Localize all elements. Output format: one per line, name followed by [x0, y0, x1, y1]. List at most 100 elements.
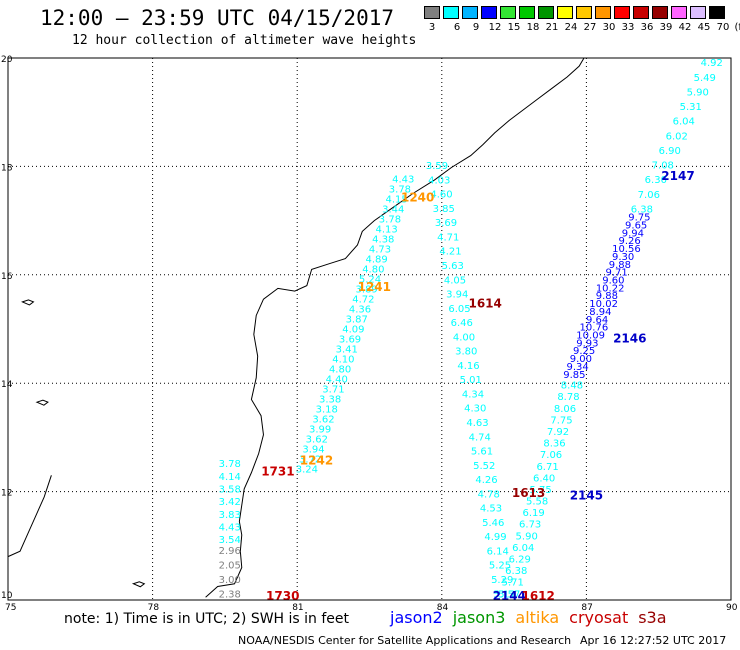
island-outline: [131, 581, 146, 588]
swh-value: 3.00: [219, 575, 241, 586]
pass-number-label: 2145: [570, 489, 603, 503]
swh-value: 3.94: [446, 290, 468, 301]
lat-tick-label: 18: [1, 163, 13, 173]
swh-value: 5.24: [359, 275, 381, 286]
swh-value: 3.44: [382, 205, 404, 216]
scale-label: 39: [659, 22, 673, 33]
scale-label: 36: [640, 22, 654, 33]
swh-value: 6.30: [645, 175, 667, 186]
swh-value: 9.93: [576, 338, 598, 349]
swh-value: 6.04: [512, 543, 534, 554]
swh-value: 9.94: [622, 228, 644, 239]
track-cryosat-west-grey: 2.96 2.05 3.00 2.38: [219, 546, 241, 600]
swh-value: 4.60: [430, 190, 452, 201]
swh-value: 7.06: [540, 450, 562, 461]
swh-value: 3.18: [316, 405, 338, 416]
scale-unit: (ft): [734, 22, 740, 33]
scale-label: 24: [564, 22, 578, 33]
swh-value: 5.90: [687, 87, 709, 98]
track-jason2-east-lower: 8.488.788.067.757.928.367.066.716.405.75…: [498, 381, 583, 601]
swh-value: 5.90: [516, 531, 538, 542]
swh-value: 9.60: [602, 275, 624, 286]
swh-value: 8.78: [557, 392, 579, 403]
scale-swatch: [690, 6, 706, 19]
swh-value: 4.71: [437, 232, 459, 243]
satellite-legend: jason2 jason3 altika cryosat s3a: [390, 608, 677, 627]
swh-value: 7.08: [652, 161, 674, 172]
india-east-coast: [205, 57, 585, 598]
swh-value: 6.38: [631, 204, 653, 215]
island-outline: [21, 299, 35, 306]
swh-value: 8.06: [554, 404, 576, 415]
satellite-legend-item: jason3: [452, 608, 506, 627]
lat-tick-label: 10: [1, 591, 13, 601]
satellite-legend-item: jason2: [390, 608, 443, 627]
swh-value: 5.63: [442, 261, 464, 272]
swh-value: 4.40: [326, 375, 348, 386]
scale-label: 12: [488, 22, 502, 33]
scale-label: 9: [472, 22, 480, 33]
swh-value: 2.38: [219, 589, 241, 600]
scale-swatch: [595, 6, 611, 19]
scale-swatch: [557, 6, 573, 19]
scale-label: 21: [545, 22, 559, 33]
swh-value: 9.26: [619, 236, 641, 247]
track-jason2-east: 4.92 5.49 5.90 5.31 6.04 6.02 6.90 7.08 6.30 7.06…: [631, 58, 723, 215]
swh-value: 3.58: [219, 485, 241, 496]
swh-value: 3.85: [433, 204, 455, 215]
scale-swatch: [519, 6, 535, 19]
scale-swatch: [614, 6, 630, 19]
axis-tick-labels: 75 78 81 84 87 90 10 12 14 16 18 20: [1, 55, 738, 613]
credit-line: NOAA/NESDIS Center for Satellite Applica…: [238, 634, 572, 647]
swh-value: 6.05: [448, 304, 470, 315]
swh-value: 4.43: [392, 175, 414, 186]
swh-value: 5.29: [491, 575, 513, 586]
swh-value: 8.48: [561, 381, 583, 392]
swh-value: 3.69: [339, 335, 361, 346]
satellite-legend-item: cryosat: [569, 608, 629, 627]
swh-value: 9.25: [573, 346, 595, 357]
swh-value: 9.75: [628, 213, 650, 224]
swh-value: 4.26: [475, 475, 497, 486]
swh-value: 9.64: [586, 315, 608, 326]
swh-value: 9.34: [566, 362, 588, 373]
swh-value: 10.02: [589, 299, 618, 310]
swh-value: 5.75: [529, 485, 551, 496]
swh-value: 6.90: [659, 146, 681, 157]
pass-number-label: 1242: [300, 454, 333, 468]
scale-swatch: [481, 6, 497, 19]
swh-value: 3.78: [379, 215, 401, 226]
satellite-legend-item: s3a: [638, 608, 667, 627]
scale-label: 70: [716, 22, 730, 33]
swh-value: 3.89: [356, 285, 378, 296]
swh-value: 7.75: [550, 415, 572, 426]
scale-label: 33: [621, 22, 635, 33]
swh-value: 5.31: [680, 102, 702, 113]
swh-value: 5.57: [498, 589, 520, 600]
swh-value: 4.03: [428, 175, 450, 186]
swh-value: 4.14: [219, 472, 241, 483]
lon-tick-label: 78: [148, 603, 160, 613]
map-title: 12:00 — 23:59 UTC 04/15/2017: [40, 6, 395, 30]
generated-timestamp: Apr 16 12:27:52 UTC 2017: [580, 634, 727, 647]
swh-value: 4.89: [366, 255, 388, 266]
swh-value: 4.80: [362, 265, 384, 276]
scale-swatch: [443, 6, 459, 19]
swh-value: 5.61: [471, 447, 493, 458]
island-outline: [35, 399, 49, 406]
swh-value: 4.72: [352, 295, 374, 306]
lat-tick-label: 14: [1, 380, 13, 390]
swh-value: 3.94: [302, 445, 324, 456]
swh-value: 4.00: [453, 332, 475, 343]
swh-value: 10.76: [580, 323, 609, 334]
lat-lon-grid: [8, 58, 731, 600]
swh-value: 3.83: [219, 510, 241, 521]
swh-value: 6.19: [523, 508, 545, 519]
swh-value: 4.53: [480, 504, 502, 515]
pass-number-label: 1240: [401, 191, 434, 205]
swh-value: 9.71: [606, 268, 628, 279]
swh-value: 9.00: [570, 354, 592, 365]
swh-value: 5.13: [493, 589, 515, 600]
coastline: [7, 57, 585, 598]
